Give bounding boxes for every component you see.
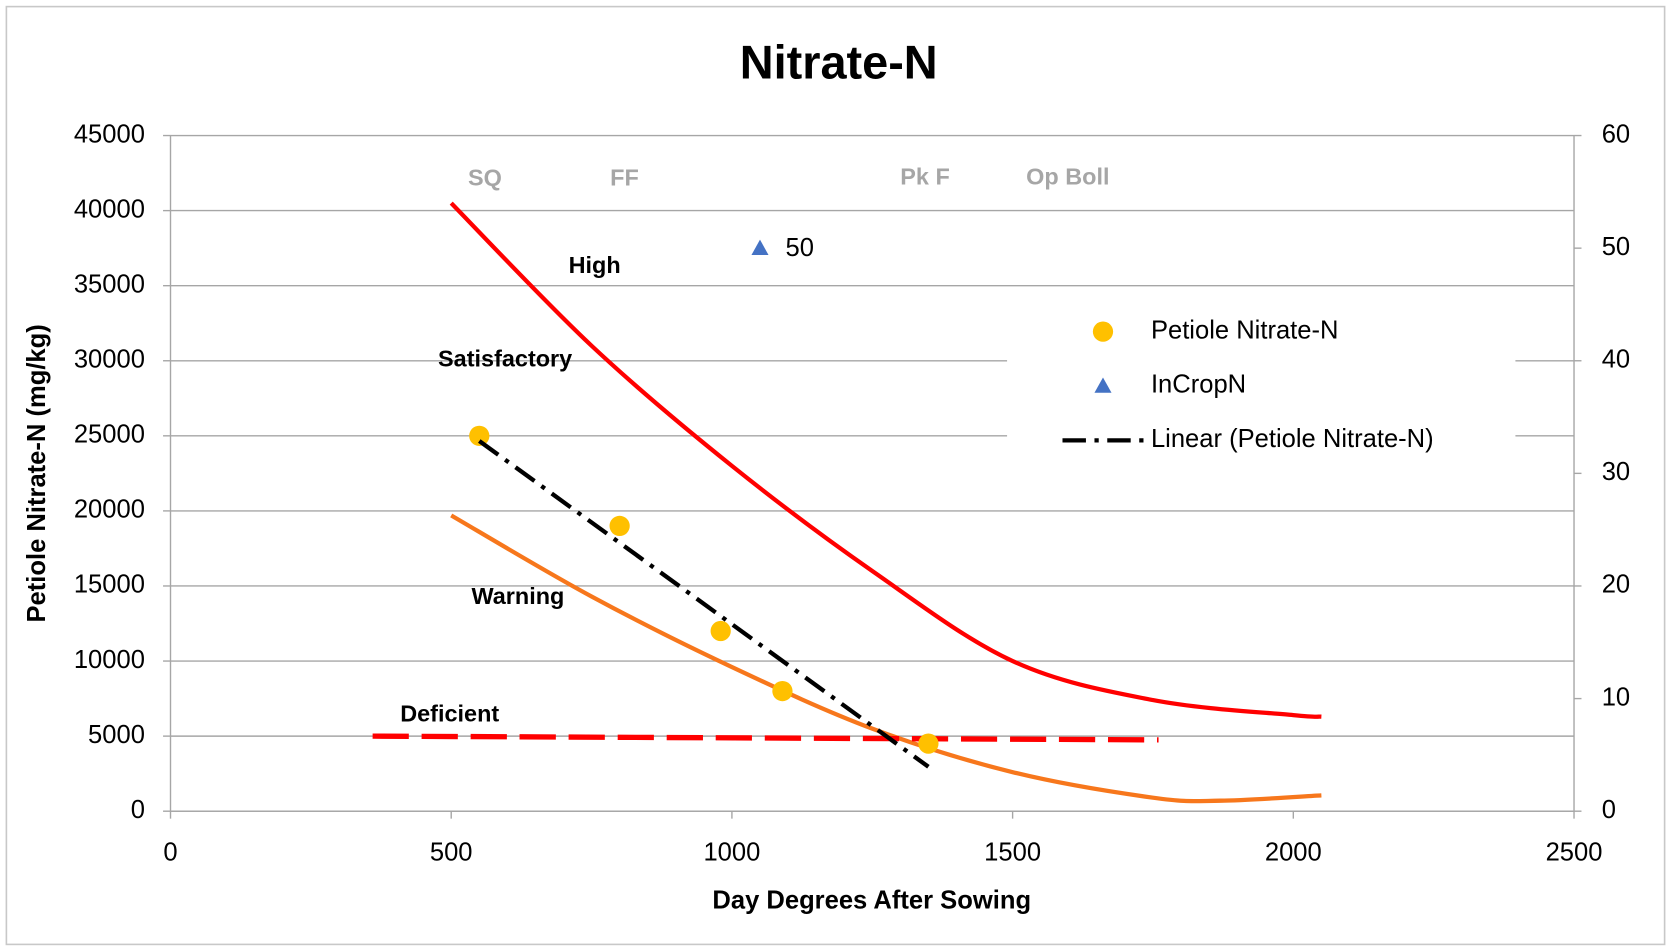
zone-label: Satisfactory [438,346,572,372]
zone-label: Deficient [400,700,499,726]
chart-frame [5,5,1666,946]
x-tick-label: 1500 [984,839,1041,867]
data-point [772,680,793,702]
x-axis-title: Day Degrees After Sowing [712,887,1031,915]
stage-label: FF [610,164,639,190]
y2-tick-label: 30 [1602,458,1630,486]
y-tick-label: 10000 [74,646,145,674]
data-point [751,239,769,255]
legend-marker [1092,321,1114,342]
y2-tick-label: 50 [1602,233,1630,261]
legend-marker [1094,377,1112,393]
threshold-curve [449,201,1322,719]
x-tick-label: 500 [430,839,473,867]
stage-label: SQ [468,164,502,190]
legend-label: Linear (Petiole Nitrate-N) [1151,425,1434,453]
y2-tick-label: 0 [1602,796,1616,824]
y2-tick-label: 10 [1602,683,1630,711]
zone-label: High [569,252,621,278]
x-tick-label: 2500 [1546,839,1603,867]
legend-label: Petiole Nitrate-N [1151,316,1339,344]
y-axis-title: Petiole Nitrate-N (mg/kg) [23,324,51,622]
stage-label: Pk F [900,163,950,189]
y-tick-label: 40000 [74,195,145,223]
threshold-curve [450,513,1322,804]
data-point [469,425,490,446]
data-point [609,515,630,537]
y-tick-label: 30000 [74,346,145,374]
stage-label: Op Boll [1026,163,1109,189]
data-label: 50 [786,234,814,262]
y-tick-label: 20000 [74,496,145,524]
y2-tick-label: 60 [1602,120,1630,148]
y2-tick-label: 20 [1602,571,1630,599]
x-tick-label: 1000 [703,839,760,867]
y-tick-label: 0 [131,796,145,824]
zone-label: Warning [471,583,564,609]
trend-line [478,439,930,769]
y-tick-label: 25000 [74,421,145,449]
x-tick-label: 2000 [1265,839,1322,867]
y-tick-label: 5000 [88,721,145,749]
legend-background [1007,303,1516,470]
y-tick-label: 45000 [74,120,145,148]
x-tick-label: 0 [163,839,177,867]
y2-tick-label: 40 [1602,346,1630,374]
chart-title: Nitrate-N [740,37,938,89]
data-point [918,733,939,754]
y-tick-label: 15000 [74,571,145,599]
y-tick-label: 35000 [74,270,145,298]
threshold-curve [372,733,1159,743]
legend-label: InCropN [1151,371,1246,399]
data-point [710,620,731,642]
